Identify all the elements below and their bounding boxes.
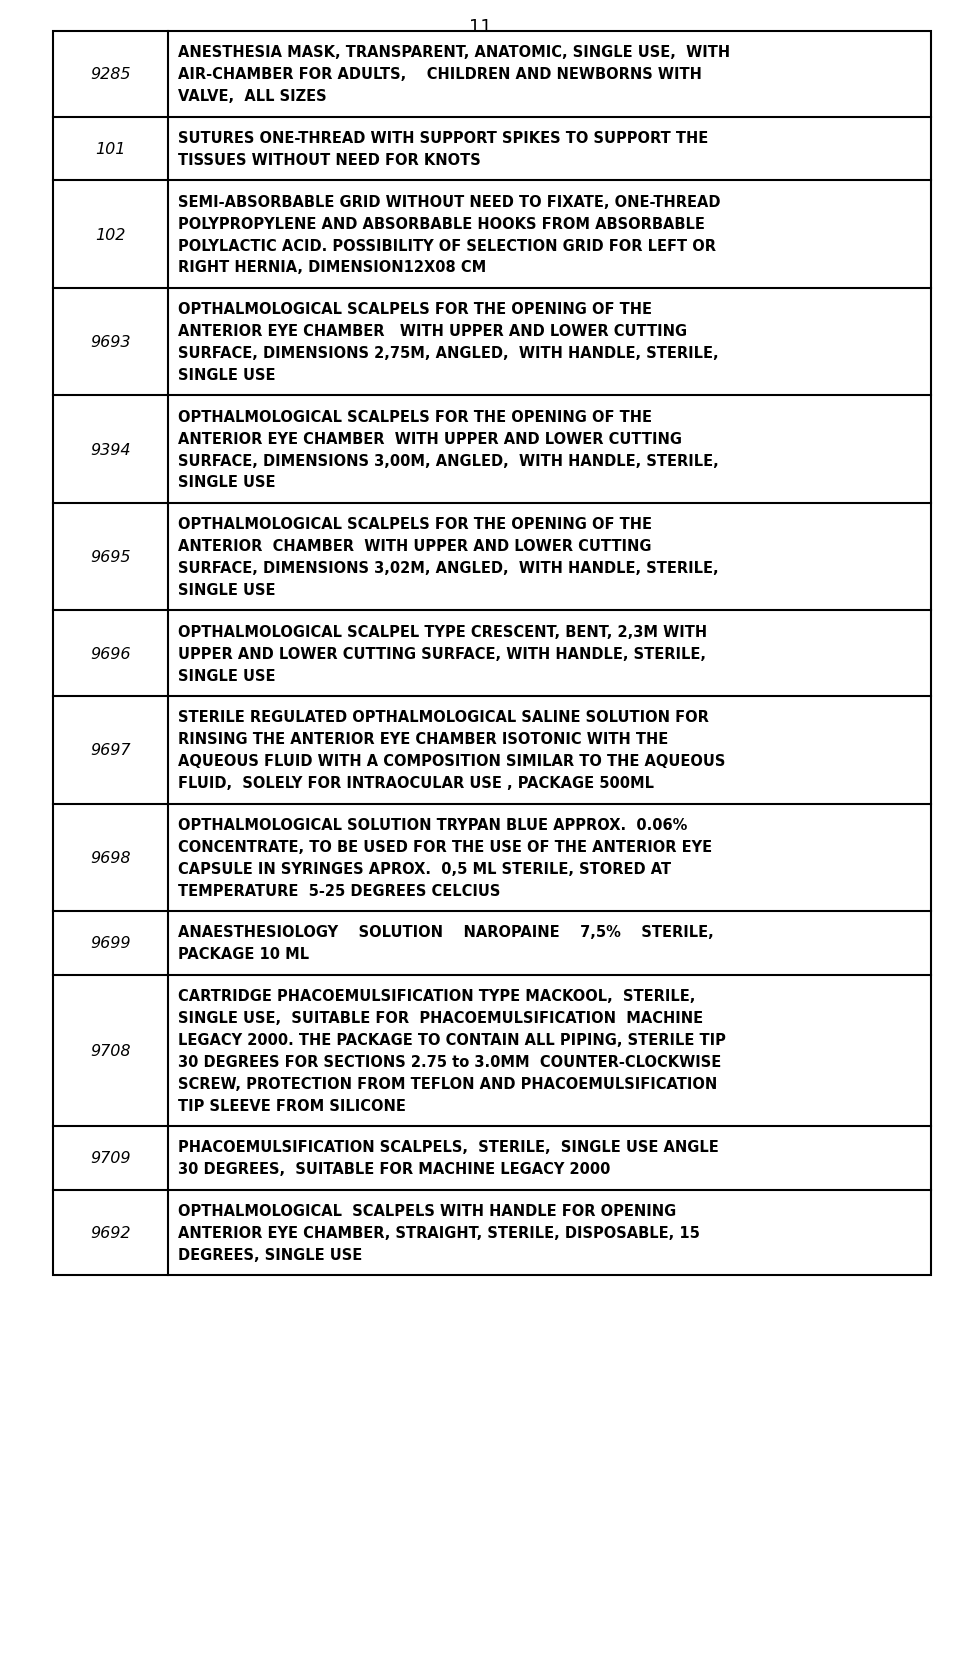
Text: SEMI-ABSORBABLE GRID WITHOUT NEED TO FIXATE, ONE-THREAD: SEMI-ABSORBABLE GRID WITHOUT NEED TO FIX… — [178, 195, 721, 210]
Text: SINGLE USE,  SUITABLE FOR  PHACOEMULSIFICATION  MACHINE: SINGLE USE, SUITABLE FOR PHACOEMULSIFICA… — [178, 1010, 703, 1025]
Text: 9699: 9699 — [90, 936, 131, 951]
Text: OPTHALMOLOGICAL SCALPELS FOR THE OPENING OF THE: OPTHALMOLOGICAL SCALPELS FOR THE OPENING… — [178, 410, 652, 425]
Text: DEGREES, SINGLE USE: DEGREES, SINGLE USE — [178, 1247, 362, 1262]
Text: OPTHALMOLOGICAL SCALPELS FOR THE OPENING OF THE: OPTHALMOLOGICAL SCALPELS FOR THE OPENING… — [178, 517, 652, 533]
Text: 101: 101 — [95, 141, 126, 156]
Text: 30 DEGREES FOR SECTIONS 2.75 to 3.0MM  COUNTER-CLOCKWISE: 30 DEGREES FOR SECTIONS 2.75 to 3.0MM CO… — [178, 1053, 721, 1068]
Text: 30 DEGREES,  SUITABLE FOR MACHINE LEGACY 2000: 30 DEGREES, SUITABLE FOR MACHINE LEGACY … — [178, 1161, 611, 1176]
Text: 9695: 9695 — [90, 549, 131, 564]
Bar — [53, 32, 931, 1275]
Text: PACKAGE 10 ML: PACKAGE 10 ML — [178, 948, 309, 961]
Text: LEGACY 2000. THE PACKAGE TO CONTAIN ALL PIPING, STERILE TIP: LEGACY 2000. THE PACKAGE TO CONTAIN ALL … — [178, 1032, 726, 1047]
Text: SURFACE, DIMENSIONS 3,02M, ANGLED,  WITH HANDLE, STERILE,: SURFACE, DIMENSIONS 3,02M, ANGLED, WITH … — [178, 561, 719, 576]
Text: ANTERIOR EYE CHAMBER, STRAIGHT, STERILE, DISPOSABLE, 15: ANTERIOR EYE CHAMBER, STRAIGHT, STERILE,… — [178, 1225, 700, 1240]
Text: 9693: 9693 — [90, 334, 131, 349]
Text: ANAESTHESIOLOGY    SOLUTION    NAROPAINE    7,5%    STERILE,: ANAESTHESIOLOGY SOLUTION NAROPAINE 7,5% … — [178, 926, 713, 939]
Text: OPTHALMOLOGICAL  SCALPELS WITH HANDLE FOR OPENING: OPTHALMOLOGICAL SCALPELS WITH HANDLE FOR… — [178, 1203, 676, 1218]
Text: 102: 102 — [95, 227, 126, 242]
Text: SINGLE USE: SINGLE USE — [178, 583, 276, 598]
Text: AIR-CHAMBER FOR ADULTS,    CHILDREN AND NEWBORNS WITH: AIR-CHAMBER FOR ADULTS, CHILDREN AND NEW… — [178, 67, 702, 82]
Text: 9697: 9697 — [90, 743, 131, 758]
Text: 9285: 9285 — [90, 67, 131, 82]
Text: OPTHALMOLOGICAL SOLUTION TRYPAN BLUE APPROX.  0.06%: OPTHALMOLOGICAL SOLUTION TRYPAN BLUE APP… — [178, 818, 687, 833]
Text: TISSUES WITHOUT NEED FOR KNOTS: TISSUES WITHOUT NEED FOR KNOTS — [178, 153, 481, 168]
Text: CONCENTRATE, TO BE USED FOR THE USE OF THE ANTERIOR EYE: CONCENTRATE, TO BE USED FOR THE USE OF T… — [178, 840, 712, 855]
Text: OPTHALMOLOGICAL SCALPEL TYPE CRESCENT, BENT, 2,3M WITH: OPTHALMOLOGICAL SCALPEL TYPE CRESCENT, B… — [178, 625, 708, 640]
Text: 9394: 9394 — [90, 442, 131, 457]
Text: SUTURES ONE-THREAD WITH SUPPORT SPIKES TO SUPPORT THE: SUTURES ONE-THREAD WITH SUPPORT SPIKES T… — [178, 131, 708, 146]
Text: RINSING THE ANTERIOR EYE CHAMBER ISOTONIC WITH THE: RINSING THE ANTERIOR EYE CHAMBER ISOTONI… — [178, 732, 668, 748]
Text: CARTRIDGE PHACOEMULSIFICATION TYPE MACKOOL,  STERILE,: CARTRIDGE PHACOEMULSIFICATION TYPE MACKO… — [178, 988, 695, 1003]
Text: AQUEOUS FLUID WITH A COMPOSITION SIMILAR TO THE AQUEOUS: AQUEOUS FLUID WITH A COMPOSITION SIMILAR… — [178, 754, 726, 769]
Text: ANTERIOR EYE CHAMBER   WITH UPPER AND LOWER CUTTING: ANTERIOR EYE CHAMBER WITH UPPER AND LOWE… — [178, 324, 687, 339]
Text: SCREW, PROTECTION FROM TEFLON AND PHACOEMULSIFICATION: SCREW, PROTECTION FROM TEFLON AND PHACOE… — [178, 1077, 717, 1090]
Text: ANTERIOR  CHAMBER  WITH UPPER AND LOWER CUTTING: ANTERIOR CHAMBER WITH UPPER AND LOWER CU… — [178, 539, 652, 554]
Text: SINGLE USE: SINGLE USE — [178, 368, 276, 383]
Text: POLYPROPYLENE AND ABSORBABLE HOOKS FROM ABSORBABLE: POLYPROPYLENE AND ABSORBABLE HOOKS FROM … — [178, 217, 705, 232]
Text: SINGLE USE: SINGLE USE — [178, 669, 276, 684]
Text: 9696: 9696 — [90, 647, 131, 662]
Text: TIP SLEEVE FROM SILICONE: TIP SLEEVE FROM SILICONE — [178, 1099, 406, 1112]
Text: 9709: 9709 — [90, 1151, 131, 1166]
Text: VALVE,  ALL SIZES: VALVE, ALL SIZES — [178, 89, 326, 104]
Text: OPTHALMOLOGICAL SCALPELS FOR THE OPENING OF THE: OPTHALMOLOGICAL SCALPELS FOR THE OPENING… — [178, 302, 652, 318]
Text: SURFACE, DIMENSIONS 2,75M, ANGLED,  WITH HANDLE, STERILE,: SURFACE, DIMENSIONS 2,75M, ANGLED, WITH … — [178, 346, 719, 361]
Text: PHACOEMULSIFICATION SCALPELS,  STERILE,  SINGLE USE ANGLE: PHACOEMULSIFICATION SCALPELS, STERILE, S… — [178, 1139, 719, 1154]
Text: TEMPERATURE  5-25 DEGREES CELCIUS: TEMPERATURE 5-25 DEGREES CELCIUS — [178, 884, 500, 899]
Text: ANTERIOR EYE CHAMBER  WITH UPPER AND LOWER CUTTING: ANTERIOR EYE CHAMBER WITH UPPER AND LOWE… — [178, 432, 682, 447]
Text: POLYLACTIC ACID. POSSIBILITY OF SELECTION GRID FOR LEFT OR: POLYLACTIC ACID. POSSIBILITY OF SELECTIO… — [178, 239, 716, 254]
Text: UPPER AND LOWER CUTTING SURFACE, WITH HANDLE, STERILE,: UPPER AND LOWER CUTTING SURFACE, WITH HA… — [178, 647, 706, 662]
Text: 9692: 9692 — [90, 1225, 131, 1240]
Text: SURFACE, DIMENSIONS 3,00M, ANGLED,  WITH HANDLE, STERILE,: SURFACE, DIMENSIONS 3,00M, ANGLED, WITH … — [178, 454, 719, 469]
Text: RIGHT HERNIA, DIMENSION12X08 CM: RIGHT HERNIA, DIMENSION12X08 CM — [178, 260, 487, 276]
Text: SINGLE USE: SINGLE USE — [178, 475, 276, 491]
Text: STERILE REGULATED OPTHALMOLOGICAL SALINE SOLUTION FOR: STERILE REGULATED OPTHALMOLOGICAL SALINE… — [178, 711, 708, 726]
Text: CAPSULE IN SYRINGES APROX.  0,5 ML STERILE, STORED AT: CAPSULE IN SYRINGES APROX. 0,5 ML STERIL… — [178, 862, 671, 877]
Text: ANESTHESIA MASK, TRANSPARENT, ANATOMIC, SINGLE USE,  WITH: ANESTHESIA MASK, TRANSPARENT, ANATOMIC, … — [178, 45, 731, 60]
Text: FLUID,  SOLELY FOR INTRAOCULAR USE , PACKAGE 500ML: FLUID, SOLELY FOR INTRAOCULAR USE , PACK… — [178, 776, 654, 791]
Text: 11: 11 — [468, 18, 492, 35]
Text: 9708: 9708 — [90, 1043, 131, 1058]
Text: 9698: 9698 — [90, 850, 131, 865]
